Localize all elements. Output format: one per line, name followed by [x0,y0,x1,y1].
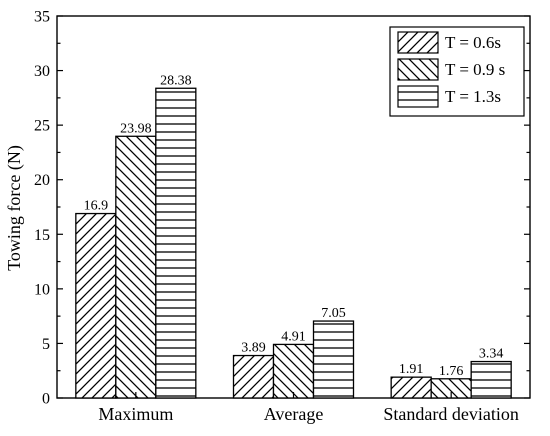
bar [312,320,355,399]
data-label: 16.9 [84,199,109,214]
x-tick-label: Average [264,404,324,424]
plot-area: 0 5 10 15 20 25 30 35 16.9 23.98 28.38 Maximum 3.89 4… [34,9,531,424]
y-tick-label: 5 [42,336,50,353]
legend-label: T = 0.9 s [445,60,505,79]
legend-label: T = 0.6s [445,33,501,52]
legend-swatch [397,31,439,54]
y-axis-label: Towing force (N) [4,145,25,271]
legend-swatch [397,58,439,81]
bar [155,87,197,399]
y-tick-label: 0 [42,391,50,408]
data-label: 7.05 [321,306,346,321]
legend-swatch [397,85,439,108]
legend: T = 0.6s T = 0.9 s T = 1.3s [389,26,525,117]
bar [232,354,275,399]
data-label: 3.89 [241,341,266,356]
data-label: 23.98 [120,121,152,136]
bar [75,212,117,399]
y-tick-label: 35 [34,9,50,26]
data-label: 1.91 [399,362,424,377]
y-tick-label: 30 [34,63,50,80]
y-tick-label: 15 [34,227,50,244]
x-tick-label: Standard deviation [383,404,518,424]
y-tick-label: 10 [34,281,50,298]
bar [272,343,315,399]
data-label: 28.38 [160,73,192,88]
data-label: 4.91 [281,329,306,344]
data-label: 1.76 [439,364,464,379]
bar [115,135,157,399]
bar [470,360,512,399]
y-tick-label: 25 [34,118,50,135]
data-label: 3.34 [479,347,504,362]
legend-label: T = 1.3s [445,87,501,106]
x-tick-label: Maximum [98,404,173,424]
bar [390,376,432,399]
y-tick-label: 20 [34,172,50,189]
